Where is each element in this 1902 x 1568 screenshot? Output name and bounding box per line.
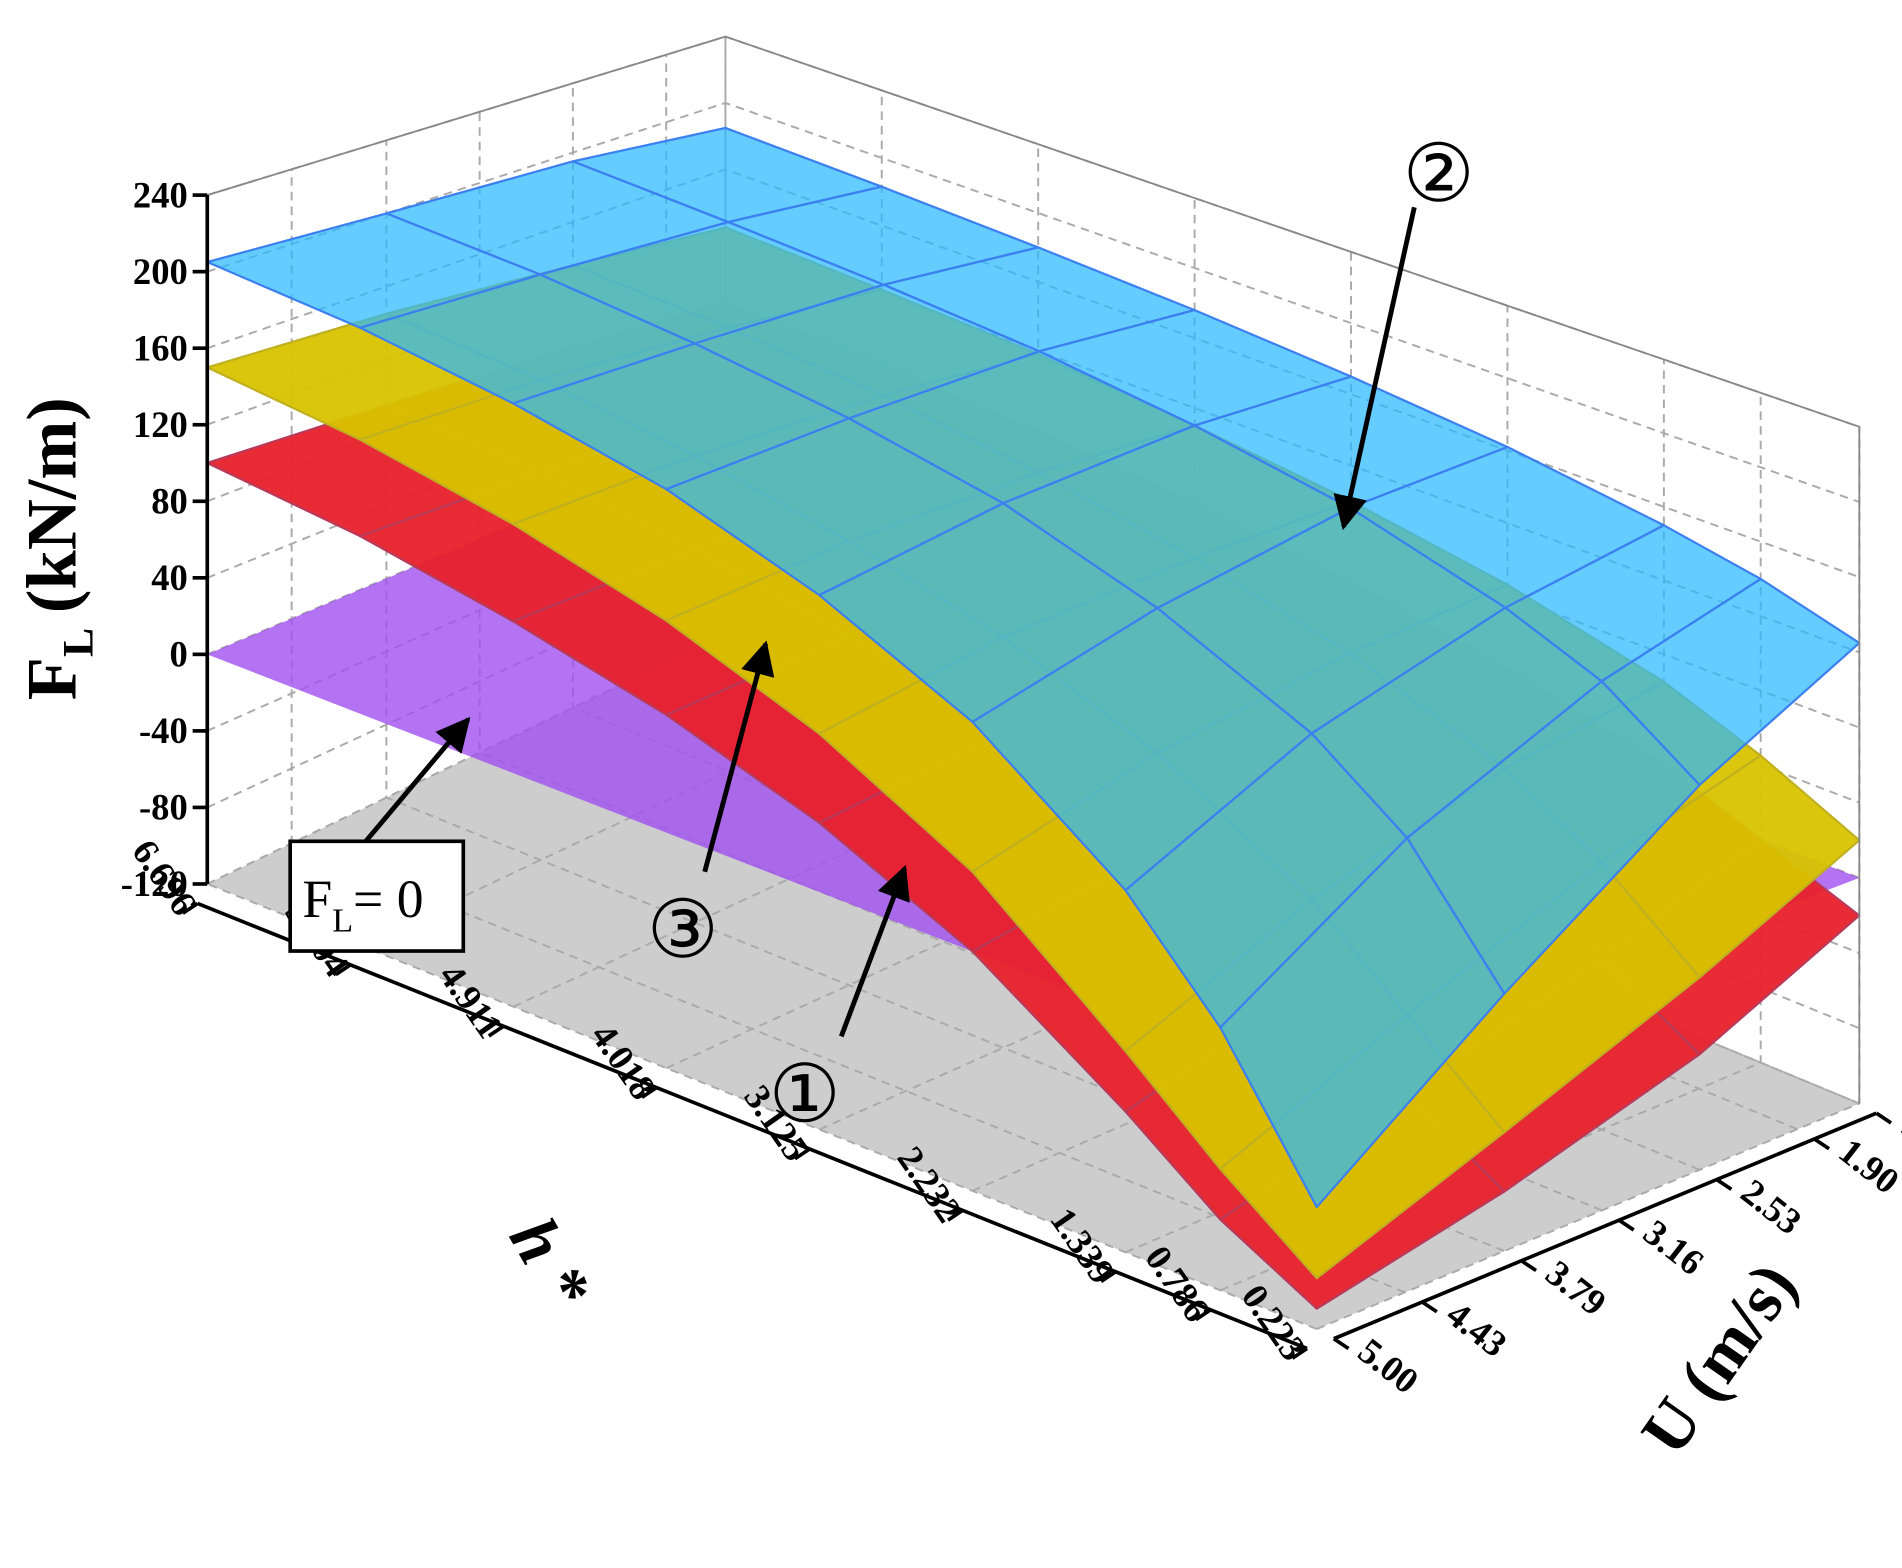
plane-label-text: = 0 (353, 869, 423, 929)
h-tick (181, 901, 199, 915)
u-tick (1618, 1218, 1635, 1232)
annotation: ① (769, 1047, 841, 1141)
z-tick-label: 240 (133, 174, 188, 215)
u-tick (1332, 1337, 1350, 1351)
plane-label-symbol: F (302, 869, 332, 929)
z-title-symbol: F (14, 657, 92, 700)
z-tick-label: 160 (133, 327, 188, 368)
u-tick-label: 2.53 (1734, 1171, 1810, 1243)
arrow (702, 640, 775, 873)
u-tick (1715, 1178, 1733, 1191)
h-tick (640, 1086, 658, 1099)
h-grid-line (818, 251, 1353, 1131)
arrow (363, 716, 471, 843)
u-tick (1875, 1111, 1893, 1125)
u-tick (1813, 1137, 1831, 1151)
plane-label-box (288, 839, 466, 953)
h-tick (793, 1147, 811, 1161)
u-tick-label: 1.90 (1831, 1130, 1902, 1202)
annotation: ③ (647, 882, 719, 976)
z-title-subscript: L (55, 628, 103, 657)
u-axis (1333, 1111, 1878, 1341)
h-tick (487, 1024, 505, 1038)
surfaces (206, 126, 1861, 1310)
arrow (1333, 206, 1417, 531)
box-frame (207, 35, 1861, 1104)
h-axis-title: h * (495, 1205, 606, 1321)
u-tick-label: 3.16 (1636, 1211, 1712, 1283)
u-axis-title: U (m/s) (1626, 1249, 1811, 1468)
plane-label: FL= 0 (302, 869, 423, 940)
h-tick (1194, 1308, 1212, 1322)
u-tick (1520, 1259, 1538, 1273)
z-tick-label: -120 (121, 863, 188, 904)
z-tick-label: 80 (151, 480, 188, 521)
annotation: ② (1403, 126, 1475, 220)
z-tick-label: 0 (169, 634, 187, 675)
z-tick-label: -40 (139, 710, 188, 751)
z-tick-label: 200 (133, 251, 188, 292)
z-axis-title: FL (kN/m) (14, 397, 103, 700)
z-tick-label: 120 (133, 404, 188, 445)
h-tick (1100, 1270, 1117, 1284)
u-tick-label: 3.79 (1538, 1252, 1614, 1324)
u-tick (1421, 1300, 1438, 1314)
h-tick (947, 1208, 964, 1222)
z-tick-label: 40 (151, 557, 188, 598)
z-tick-label: -80 (139, 787, 188, 828)
plane-label-subscript: L (332, 903, 353, 940)
arrow (838, 864, 910, 1038)
h-axis (196, 901, 1308, 1351)
u-tick-label: 4.43 (1439, 1293, 1515, 1365)
surface-patch (1219, 836, 1506, 1209)
u-tick-label: 5.00 (1351, 1330, 1427, 1402)
z-title-unit: (kN/m) (14, 397, 92, 613)
h-tick (334, 963, 352, 977)
h-tick (1291, 1346, 1309, 1360)
